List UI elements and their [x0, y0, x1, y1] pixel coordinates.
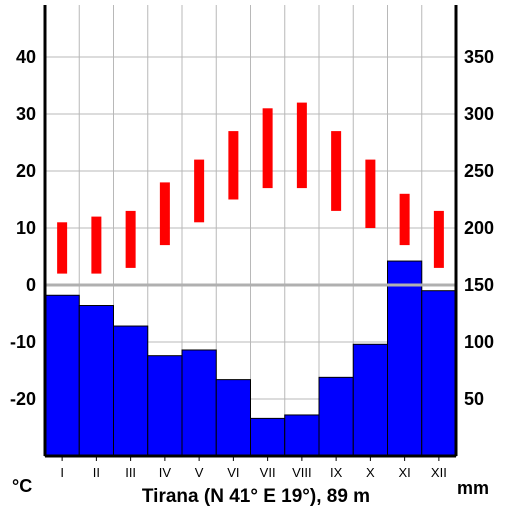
- precipitation-bar-V: [181, 349, 217, 457]
- precipitation-tick-label: 150: [464, 275, 494, 295]
- temperature-tick-label: 20: [16, 161, 36, 181]
- chart-title: Tirana (N 41° E 19°), 89 m: [142, 486, 370, 507]
- month-label-VI: VI: [227, 465, 239, 480]
- temperature-range-bar-V: [194, 159, 205, 223]
- temperature-range-bar-VI: [228, 131, 239, 200]
- precipitation-bar-VII: [250, 417, 286, 457]
- temperature-range-bar-XI: [399, 193, 410, 246]
- month-label-XI: XI: [398, 465, 410, 480]
- month-label-XII: XII: [431, 465, 447, 480]
- temperature-range-bar-IV: [159, 182, 170, 246]
- right-axis-ticks: 350 300 250 200 150 100 50: [464, 47, 494, 409]
- precipitation-bar-VI: [215, 379, 251, 457]
- temperature-range-bar-I: [57, 222, 68, 274]
- month-label-IV: IV: [159, 465, 172, 480]
- precipitation-tick-label: 250: [464, 161, 494, 181]
- temperature-bars: [57, 102, 444, 274]
- temperature-range-bar-III: [125, 210, 136, 268]
- precipitation-bar-IV: [147, 355, 183, 457]
- month-label-II: II: [93, 465, 100, 480]
- precipitation-tick-label: 350: [464, 47, 494, 67]
- temperature-range-bar-IX: [331, 131, 342, 211]
- temperature-range-bar-X: [365, 159, 376, 228]
- temperature-tick-label: -20: [10, 389, 36, 409]
- temperature-range-bar-VII: [262, 108, 273, 189]
- month-label-III: III: [125, 465, 136, 480]
- temperature-range-bar-XII: [433, 210, 444, 268]
- month-label-VIII: VIII: [292, 465, 312, 480]
- precipitation-tick-label: 200: [464, 218, 494, 238]
- precipitation-bar-III: [113, 325, 149, 457]
- month-label-VII: VII: [260, 465, 276, 480]
- precipitation-bar-X: [352, 343, 388, 457]
- precipitation-bars: [44, 260, 457, 457]
- temperature-tick-label: 40: [16, 47, 36, 67]
- left-axis-ticks: 40 30 20 10 0 -10 -20: [10, 47, 36, 409]
- axes: [43, 5, 458, 458]
- temperature-range-bar-II: [91, 216, 102, 274]
- temperature-range-bar-VIII: [296, 102, 307, 189]
- month-label-V: V: [195, 465, 204, 480]
- precipitation-bar-II: [78, 305, 114, 457]
- temperature-tick-label: 30: [16, 104, 36, 124]
- temperature-tick-label: 0: [26, 275, 36, 295]
- temperature-unit-label: °C: [12, 476, 32, 496]
- precipitation-tick-label: 50: [464, 389, 484, 409]
- month-label-I: I: [60, 465, 64, 480]
- month-label-IX: IX: [330, 465, 343, 480]
- temperature-tick-label: -10: [10, 332, 36, 352]
- month-labels: I II III IV V VI VII VIII IX X XI XII: [60, 456, 447, 480]
- precipitation-unit-label: mm: [457, 478, 489, 498]
- precipitation-tick-label: 100: [464, 332, 494, 352]
- month-label-X: X: [366, 465, 375, 480]
- precipitation-tick-label: 300: [464, 104, 494, 124]
- temperature-tick-label: 10: [16, 218, 36, 238]
- precipitation-bar-I: [44, 294, 80, 457]
- precipitation-bar-IX: [318, 376, 354, 457]
- precipitation-bar-XII: [421, 290, 457, 457]
- precipitation-bar-VIII: [284, 414, 320, 457]
- precipitation-bar-XI: [387, 260, 423, 457]
